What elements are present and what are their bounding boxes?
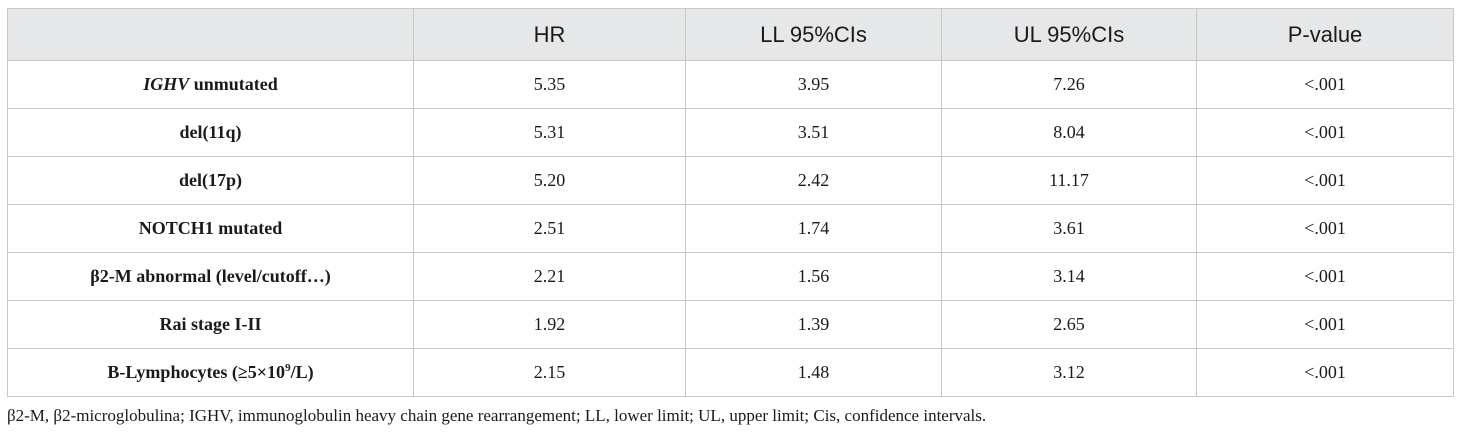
p-value-cell: <.001: [1196, 204, 1454, 253]
ll-cell: 3.51: [685, 108, 942, 157]
ul-cell: 3.12: [941, 348, 1197, 397]
table-row: Rai stage I-II 1.92 1.39 2.65 <.001: [7, 300, 1454, 349]
table-row: NOTCH1 mutated 2.51 1.74 3.61 <.001: [7, 204, 1454, 253]
row-label: B-Lymphocytes (≥5×109/L): [7, 348, 414, 397]
ll-cell: 1.56: [685, 252, 942, 301]
ul-cell: 8.04: [941, 108, 1197, 157]
hazard-ratio-table: HR LL 95%CIs UL 95%CIs P-value IGHV unmu…: [7, 8, 1454, 397]
header-cell-p-value: P-value: [1196, 8, 1454, 61]
row-label: IGHV unmutated: [7, 60, 414, 109]
ll-cell: 1.39: [685, 300, 942, 349]
hr-cell: 2.51: [413, 204, 686, 253]
p-value-cell: <.001: [1196, 156, 1454, 205]
row-label: NOTCH1 mutated: [7, 204, 414, 253]
row-label: del(17p): [7, 156, 414, 205]
p-value-cell: <.001: [1196, 300, 1454, 349]
table-header: HR LL 95%CIs UL 95%CIs P-value: [7, 8, 1454, 61]
table-body: IGHV unmutated 5.35 3.95 7.26 <.001 del(…: [7, 60, 1454, 397]
header-cell-ll: LL 95%CIs: [685, 8, 942, 61]
header-cell-empty: [7, 8, 414, 61]
p-value-cell: <.001: [1196, 348, 1454, 397]
table-row: IGHV unmutated 5.35 3.95 7.26 <.001: [7, 60, 1454, 109]
ul-cell: 11.17: [941, 156, 1197, 205]
ll-cell: 1.48: [685, 348, 942, 397]
ll-cell: 2.42: [685, 156, 942, 205]
p-value-cell: <.001: [1196, 108, 1454, 157]
ul-cell: 3.61: [941, 204, 1197, 253]
table-row: β2-M abnormal (level/cutoff…) 2.21 1.56 …: [7, 252, 1454, 301]
table-footnote: β2-M, β2-microglobulina; IGHV, immunoglo…: [7, 406, 987, 425]
table-row: del(17p) 5.20 2.42 11.17 <.001: [7, 156, 1454, 205]
hr-cell: 2.15: [413, 348, 686, 397]
row-label-rest: unmutated: [189, 74, 278, 94]
row-label-italic: IGHV: [143, 74, 190, 94]
hr-cell: 1.92: [413, 300, 686, 349]
hr-cell: 2.21: [413, 252, 686, 301]
ul-cell: 7.26: [941, 60, 1197, 109]
ul-cell: 3.14: [941, 252, 1197, 301]
hazard-ratio-table-container: HR LL 95%CIs UL 95%CIs P-value IGHV unmu…: [7, 8, 1454, 397]
ll-cell: 3.95: [685, 60, 942, 109]
header-cell-ul: UL 95%CIs: [941, 8, 1197, 61]
p-value-cell: <.001: [1196, 60, 1454, 109]
ul-cell: 2.65: [941, 300, 1197, 349]
row-label: Rai stage I-II: [7, 300, 414, 349]
row-label: del(11q): [7, 108, 414, 157]
p-value-cell: <.001: [1196, 252, 1454, 301]
row-label-post: /L): [290, 362, 314, 382]
row-label-superscript: 9: [285, 362, 291, 374]
header-row: HR LL 95%CIs UL 95%CIs P-value: [7, 8, 1454, 61]
row-label-pre: B-Lymphocytes (≥5×10: [107, 362, 286, 382]
ll-cell: 1.74: [685, 204, 942, 253]
table-row: B-Lymphocytes (≥5×109/L) 2.15 1.48 3.12 …: [7, 348, 1454, 397]
hr-cell: 5.20: [413, 156, 686, 205]
header-cell-hr: HR: [413, 8, 686, 61]
hr-cell: 5.35: [413, 60, 686, 109]
row-label: β2-M abnormal (level/cutoff…): [7, 252, 414, 301]
table-row: del(11q) 5.31 3.51 8.04 <.001: [7, 108, 1454, 157]
hr-cell: 5.31: [413, 108, 686, 157]
